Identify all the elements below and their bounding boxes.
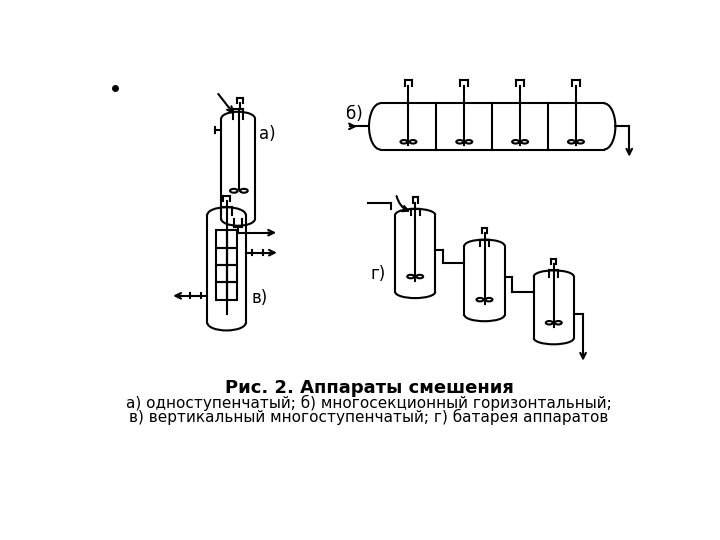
Bar [227, 265, 238, 282]
Text: в) вертикальный многоступенчатый; г) батарея аппаратов: в) вертикальный многоступенчатый; г) бат… [130, 409, 608, 425]
Bar [216, 265, 227, 282]
Bar [227, 231, 238, 248]
Text: а): а) [259, 125, 276, 143]
Text: б): б) [346, 105, 363, 123]
Text: Рис. 2. Аппараты смешения: Рис. 2. Аппараты смешения [225, 380, 513, 397]
Text: г): г) [371, 265, 386, 283]
Bar [216, 248, 227, 265]
Bar [227, 282, 238, 300]
Bar [216, 282, 227, 300]
Text: в): в) [252, 289, 269, 307]
Text: а) одноступенчатый; б) многосекционный горизонтальный;: а) одноступенчатый; б) многосекционный г… [126, 395, 612, 411]
Bar [227, 248, 238, 265]
Bar [216, 231, 227, 248]
